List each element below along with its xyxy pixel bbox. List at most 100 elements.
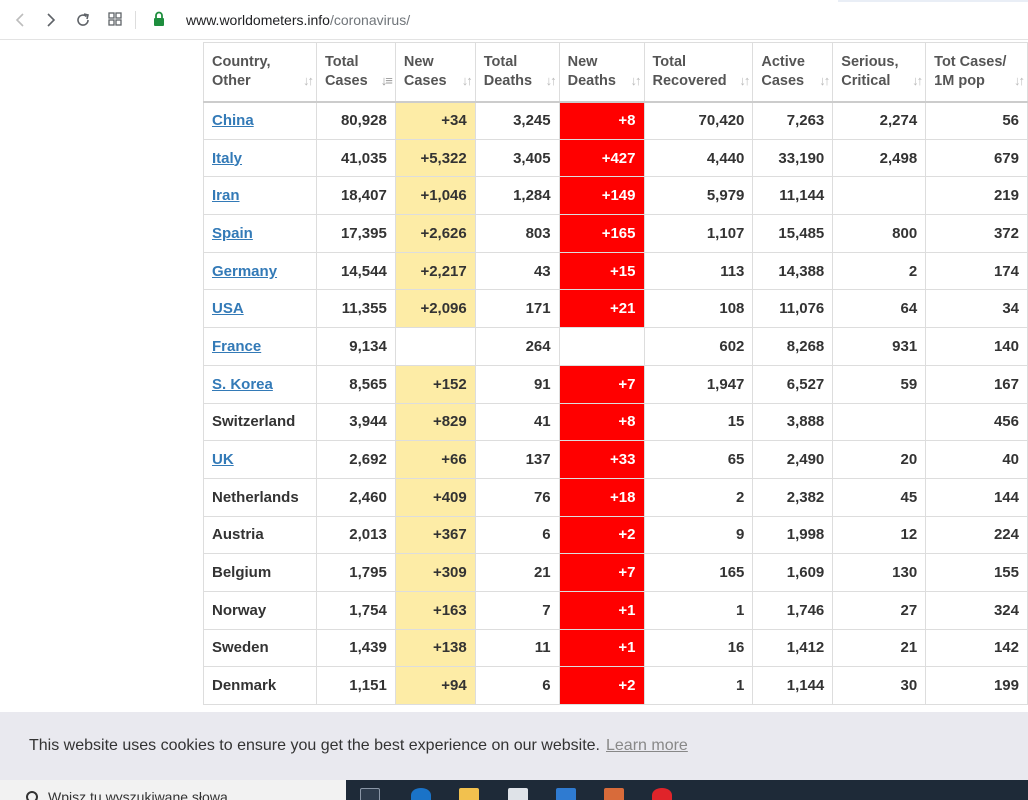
country-link[interactable]: France (212, 337, 262, 355)
new-deaths-cell: +15 (558, 251, 645, 291)
new-deaths-cell: +8 (558, 101, 645, 140)
apps-grid-icon[interactable] (105, 10, 125, 30)
header-serious-critical[interactable]: Serious, Critical ↓↑ (832, 42, 927, 103)
back-icon[interactable] (10, 10, 30, 30)
sort-icon[interactable]: ↓↑ (545, 72, 557, 88)
forward-icon[interactable] (41, 10, 61, 30)
edge-icon[interactable] (411, 788, 431, 800)
cases-per-million-cell: 144 (925, 477, 1028, 517)
new-deaths-cell: +7 (558, 364, 645, 404)
sort-icon[interactable]: ↓↑ (461, 72, 473, 88)
country-cell[interactable]: UK (203, 440, 317, 479)
header-country[interactable]: Country, Other ↓↑ (203, 42, 317, 103)
active-cases-cell: 1,412 (752, 628, 834, 668)
address-bar[interactable]: www.worldometers.info/coronavirus/ (186, 12, 410, 28)
new-cases-cell: +829 (394, 402, 476, 442)
total-cases-cell: 8,565 (315, 364, 396, 404)
header-label-line2: Cases (761, 72, 805, 89)
active-cases-cell: 1,746 (752, 590, 834, 630)
country-link[interactable]: UK (212, 451, 234, 469)
cases-per-million-cell: 34 (925, 289, 1028, 329)
reload-icon[interactable] (73, 10, 93, 30)
country-cell[interactable]: Italy (203, 138, 317, 178)
country-cell[interactable]: S. Korea (203, 364, 317, 404)
header-total-deaths[interactable]: Total Deaths ↓↑ (474, 42, 560, 103)
sort-icon[interactable]: ↓↑ (819, 72, 830, 88)
header-new-deaths[interactable]: New Deaths ↓↑ (558, 42, 645, 103)
new-deaths-cell: +427 (558, 138, 645, 178)
header-label-line2: Critical (841, 72, 891, 89)
header-label-line1: Total (652, 53, 687, 70)
header-cases-per-million[interactable]: Tot Cases/1M pop ↓↑ (925, 42, 1028, 103)
country-cell[interactable]: USA (203, 289, 317, 329)
table-row: China 80,928 +34 3,245 +8 70,420 7,263 2,274 56 (203, 101, 1028, 140)
country-link[interactable]: S. Korea (212, 375, 273, 393)
country-cell[interactable]: China (203, 101, 317, 140)
table-row: Netherlands 2,460 +409 76 +18 2 2,382 45 144 (203, 477, 1028, 517)
country-link[interactable]: Germany (212, 262, 278, 280)
url-domain: www.worldometers.info (186, 12, 330, 28)
country-cell[interactable]: Germany (203, 251, 317, 291)
country-link[interactable]: Spain (212, 224, 253, 242)
sort-icon[interactable]: ↓↑ (912, 72, 923, 88)
table-row: Germany 14,544 +2,217 43 +15 113 14,388 2 174 (203, 251, 1028, 291)
new-deaths-cell: +2 (558, 666, 645, 705)
store-icon[interactable] (508, 788, 528, 800)
serious-cell (832, 402, 927, 442)
total-cases-cell: 1,754 (315, 590, 396, 630)
taskbar-search-box[interactable]: Wpisz tu wyszukiwane słowa (0, 780, 346, 800)
header-new-cases[interactable]: New Cases ↓↑ (394, 42, 476, 103)
taskbar-search-placeholder: Wpisz tu wyszukiwane słowa (48, 789, 228, 800)
header-total-cases[interactable]: Total Cases ↓≡ (315, 42, 396, 103)
header-label-line1: Country, (212, 53, 271, 70)
table-row: UK 2,692 +66 137 +33 65 2,490 20 40 (203, 440, 1028, 479)
new-cases-cell: +152 (394, 364, 476, 404)
header-active-cases[interactable]: Active Cases ↓↑ (752, 42, 834, 103)
cases-per-million-cell: 199 (925, 666, 1028, 705)
serious-cell: 64 (832, 289, 927, 329)
cases-per-million-cell: 372 (925, 214, 1028, 253)
recovered-cell: 1,107 (643, 214, 754, 253)
country-link[interactable]: China (212, 112, 254, 130)
opera-icon[interactable] (652, 788, 672, 800)
active-cases-cell: 1,998 (752, 515, 834, 555)
sort-icon[interactable]: ↓↑ (1014, 72, 1025, 88)
country-cell[interactable]: Spain (203, 214, 317, 253)
cases-per-million-cell: 224 (925, 515, 1028, 555)
header-label-line2: Other (212, 72, 251, 89)
new-cases-cell: +309 (394, 553, 476, 592)
country-link[interactable]: Iran (212, 187, 240, 205)
cookie-message: This website uses cookies to ensure you … (29, 737, 600, 754)
sort-icon[interactable]: ↓↑ (630, 72, 642, 88)
recovered-cell: 602 (643, 327, 754, 366)
country-cell: Austria (203, 515, 317, 555)
mail-icon[interactable] (556, 788, 576, 800)
tab-strip-edge (838, 0, 1028, 2)
country-link[interactable]: Italy (212, 149, 243, 167)
media-icon[interactable] (604, 788, 624, 800)
country-cell[interactable]: Iran (203, 176, 317, 216)
header-label-line1: Active (761, 53, 805, 70)
file-explorer-icon[interactable] (459, 788, 479, 800)
total-cases-cell: 11,355 (315, 289, 396, 329)
country-cell[interactable]: France (203, 327, 317, 366)
learn-more-link[interactable]: Learn more (606, 737, 688, 754)
recovered-cell: 4,440 (643, 138, 754, 178)
cookie-message-line: This website uses cookies to ensure you … (29, 737, 688, 755)
cases-per-million-cell: 155 (925, 553, 1028, 592)
serious-cell: 931 (832, 327, 927, 366)
task-view-icon[interactable] (360, 788, 380, 800)
sort-icon[interactable]: ↓≡ (380, 72, 393, 88)
recovered-cell: 2 (643, 477, 754, 517)
sort-icon[interactable]: ↓↑ (302, 72, 314, 88)
recovered-cell: 113 (643, 251, 754, 291)
total-cases-cell: 18,407 (315, 176, 396, 216)
table-row: Spain 17,395 +2,626 803 +165 1,107 15,485 800 37… (203, 214, 1028, 253)
country-link[interactable]: USA (212, 300, 244, 318)
coronavirus-table: Country, Other ↓↑ Total Cases ↓≡ New Cases ↓↑ Tot… (203, 42, 1028, 705)
country-cell: Denmark (203, 666, 317, 705)
lock-icon[interactable] (153, 11, 167, 29)
header-total-recovered[interactable]: Total Recovered ↓↑ (643, 42, 754, 103)
new-cases-cell: +163 (394, 590, 476, 630)
sort-icon[interactable]: ↓↑ (739, 72, 750, 88)
